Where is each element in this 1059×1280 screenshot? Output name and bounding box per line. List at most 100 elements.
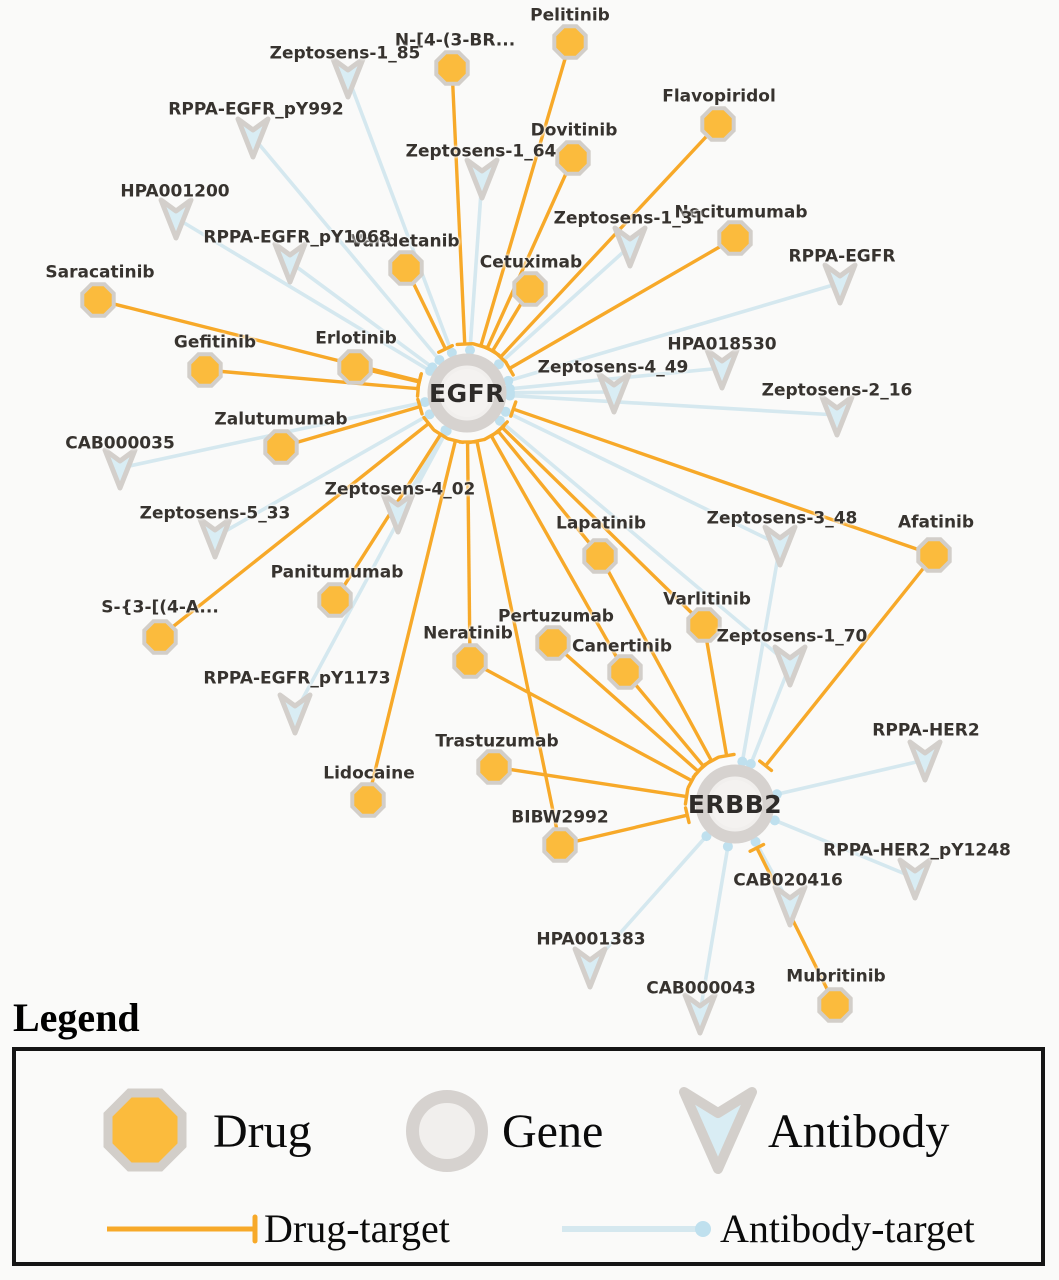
gene-label-erbb2: ERBB2: [687, 789, 783, 819]
drug-node-gefitinib[interactable]: [183, 348, 227, 392]
antibody-node-cab000043[interactable]: [680, 988, 720, 1038]
node-label-flavopiridol: Flavopiridol: [662, 86, 776, 107]
node-label-canertinib: Canertinib: [571, 636, 673, 657]
drug-node-pelitinib[interactable]: [548, 20, 592, 64]
drug-node-flavopiridol[interactable]: [696, 102, 740, 146]
antibody-node-py1248[interactable]: [895, 853, 935, 903]
drug-node-cetuximab[interactable]: [508, 267, 552, 311]
antibody-node-z348[interactable]: [760, 520, 800, 570]
antibody-node-rppa_egfr[interactable]: [820, 258, 860, 308]
node-label-n4_3br: N-[4-(3-BR...: [394, 30, 516, 51]
drug-node-bibw2992[interactable]: [538, 823, 582, 867]
drug-node-vandetanib[interactable]: [384, 246, 428, 290]
node-label-z449: Zeptosens-4_49: [537, 357, 689, 378]
antibody-node-hpa001200[interactable]: [156, 193, 196, 243]
gene-label-egfr: EGFR: [429, 378, 505, 408]
node-label-panitumumab: Panitumumab: [270, 562, 404, 583]
antibody-node-z216[interactable]: [817, 390, 857, 440]
drug-node-pertuzumab[interactable]: [531, 621, 575, 665]
node-label-z533: Zeptosens-5_33: [139, 503, 291, 524]
gene-node-egfr[interactable]: EGFR: [421, 347, 513, 439]
antibody-node-cab020416[interactable]: [770, 880, 810, 930]
node-label-pertuzumab: Pertuzumab: [498, 606, 614, 627]
legend-edge-samples: [107, 1214, 711, 1244]
antibody-node-py992[interactable]: [233, 112, 273, 162]
node-label-cab000043: CAB000043: [646, 978, 756, 999]
node-label-trastuzumab: Trastuzumab: [435, 731, 559, 752]
legend-title: Legend: [13, 995, 140, 1040]
node-label-afatinib: Afatinib: [897, 512, 975, 533]
node-label-cab000035: CAB000035: [65, 433, 175, 454]
antibody-chevron-icon: [673, 1081, 763, 1179]
legend-box: Drug Gene Antibody Drug-target Antibody-…: [12, 1047, 1045, 1266]
node-label-z164: Zeptosens-1_64: [405, 141, 557, 162]
node-label-mubritinib: Mubritinib: [786, 966, 886, 987]
node-label-neratinib: Neratinib: [423, 623, 513, 644]
node-label-rppa_her2: RPPA-HER2: [872, 720, 980, 741]
node-label-bibw2992: BIBW2992: [511, 807, 609, 828]
drug-node-panitumumab[interactable]: [313, 578, 357, 622]
antibody-node-z170[interactable]: [770, 640, 810, 690]
node-label-rppa_egfr: RPPA-EGFR: [788, 246, 896, 267]
node-label-hpa001200: HPA001200: [120, 181, 230, 202]
node-label-vandetanib: Vandetanib: [350, 231, 460, 252]
antibody-node-hpa018530[interactable]: [702, 343, 742, 393]
drug-octagon-icon: [93, 1078, 197, 1182]
antibody-node-z131[interactable]: [610, 221, 650, 271]
gene-node-erbb2[interactable]: ERBB2: [687, 758, 783, 850]
antibody-node-py1068[interactable]: [270, 237, 310, 287]
node-label-gefitinib: Gefitinib: [173, 332, 257, 353]
legend-drug-target-label: Drug-target: [264, 1206, 450, 1251]
node-label-varlitinib: Varlitinib: [663, 589, 751, 610]
node-label-necitumumab: Necitumumab: [674, 202, 808, 223]
node-label-zalutumumab: Zalutumumab: [214, 409, 348, 430]
antibody-node-z164[interactable]: [462, 153, 502, 203]
node-label-py1068: RPPA-EGFR_pY1068: [203, 227, 391, 248]
drug-node-zalutumumab[interactable]: [259, 425, 303, 469]
drug-node-neratinib[interactable]: [448, 639, 492, 683]
node-label-z170: Zeptosens-1_70: [716, 626, 868, 647]
antibody-node-z533[interactable]: [195, 512, 235, 562]
node-label-py1173: RPPA-EGFR_pY1173: [203, 668, 391, 689]
drug-node-saracatinib[interactable]: [76, 278, 120, 322]
legend-gene-label: Gene: [502, 1105, 604, 1158]
gene-circle-icon: [399, 1083, 495, 1179]
node-label-z402: Zeptosens-4_02: [324, 479, 476, 500]
antibody-node-z185[interactable]: [328, 52, 368, 102]
node-label-erlotinib: Erlotinib: [315, 328, 397, 349]
drug-node-mubritinib[interactable]: [813, 983, 857, 1027]
node-label-lapatinib: Lapatinib: [556, 513, 646, 534]
drug-node-n4_3br[interactable]: [430, 46, 474, 90]
drug-node-afatinib[interactable]: [912, 533, 956, 577]
drug-node-erlotinib[interactable]: [333, 345, 377, 389]
node-label-py992: RPPA-EGFR_pY992: [168, 99, 344, 120]
antibody-node-hpa001383[interactable]: [570, 942, 610, 992]
drug-node-varlitinib[interactable]: [682, 603, 726, 647]
drug-node-s3_4a[interactable]: [138, 615, 182, 659]
node-label-s3_4a: S-{3-[(4-A...: [101, 597, 219, 618]
node-label-saracatinib: Saracatinib: [45, 262, 155, 283]
node-label-dovitinib: Dovitinib: [530, 120, 618, 141]
node-label-z348: Zeptosens-3_48: [706, 508, 858, 529]
drug-node-lidocaine[interactable]: [346, 778, 390, 822]
node-label-hpa001383: HPA001383: [536, 929, 646, 950]
node-label-cetuximab: Cetuximab: [479, 252, 583, 273]
antibody-node-py1173[interactable]: [275, 688, 315, 738]
node-label-z185: Zeptosens-1_85: [269, 43, 421, 64]
antibody-node-z449[interactable]: [594, 367, 634, 417]
node-label-hpa018530: HPA018530: [667, 334, 777, 355]
drug-node-lapatinib[interactable]: [578, 534, 622, 578]
drug-node-dovitinib[interactable]: [551, 136, 595, 180]
antibody-node-rppa_her2[interactable]: [905, 735, 945, 785]
node-label-lidocaine: Lidocaine: [323, 763, 415, 784]
drug-node-canertinib[interactable]: [603, 650, 647, 694]
node-label-z216: Zeptosens-2_16: [761, 380, 913, 401]
drug-node-trastuzumab[interactable]: [472, 745, 516, 789]
legend-drug-label: Drug: [213, 1105, 312, 1158]
drug-node-necitumumab[interactable]: [713, 216, 757, 260]
antibody-node-cab000035[interactable]: [100, 443, 140, 493]
legend-antibody-target-label: Antibody-target: [720, 1206, 975, 1251]
antibody-node-z402[interactable]: [378, 487, 418, 537]
